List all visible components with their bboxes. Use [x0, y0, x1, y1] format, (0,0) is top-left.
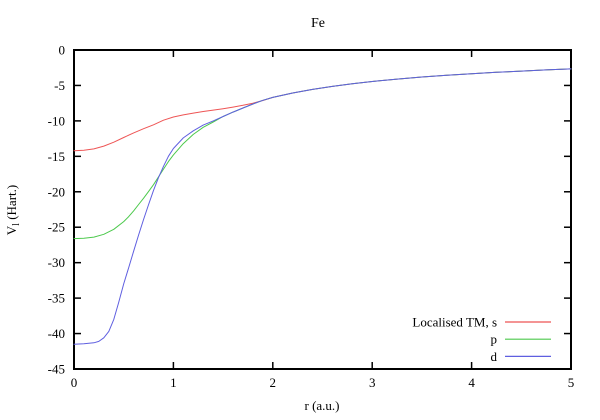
y-axis-label: Vl (Hart.) — [4, 185, 22, 235]
y-axis-tick-label: -10 — [48, 113, 65, 128]
y-axis-tick-label: -5 — [54, 78, 65, 93]
y-axis-tick-label: 0 — [59, 43, 66, 58]
plot-area: 0 1 2 3 4 5 0 -5 -10 -15 -20 -25 -30 -35 -40 -45 Localis… — [48, 43, 575, 391]
x-axis-tick-label: 0 — [71, 375, 78, 390]
y-axis-tick-label: -35 — [48, 291, 65, 306]
series-line-p — [73, 68, 572, 240]
y-axis-label-subscript: l — [11, 223, 22, 226]
y-axis-tick-label: -45 — [48, 362, 65, 377]
legend-label: d — [491, 349, 498, 364]
x-axis-tick-label: 2 — [270, 375, 277, 390]
plot-frame — [73, 49, 572, 370]
x-axis-tick-label: 5 — [568, 375, 575, 390]
y-axis-label-main: V — [4, 225, 19, 235]
series-line-d — [73, 68, 572, 345]
x-axis-tick-label: 1 — [170, 375, 177, 390]
series-line-localised-tm--s — [73, 68, 572, 152]
x-axis-tick-label: 4 — [468, 375, 475, 390]
y-axis-tick-label: -25 — [48, 220, 65, 235]
y-axis-tick-label: -15 — [48, 149, 65, 164]
x-axis-label: r (a.u.) — [304, 398, 339, 413]
x-axis-tick-label: 3 — [369, 375, 376, 390]
y-axis-tick-label: -30 — [48, 255, 65, 270]
y-axis-tick-label: -20 — [48, 184, 65, 199]
y-axis-tick-label: -40 — [48, 326, 65, 341]
legend-label: p — [491, 332, 498, 347]
legend-label: Localised TM, s — [412, 315, 497, 330]
chart-title: Fe — [311, 16, 325, 31]
y-axis-label-units: (Hart.) — [4, 185, 19, 223]
